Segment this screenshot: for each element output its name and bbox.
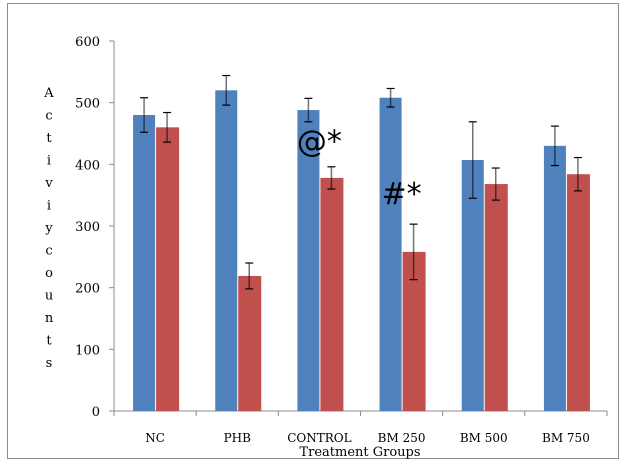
y-axis-title-letter: c xyxy=(45,109,52,124)
x-tick-label: NC xyxy=(145,431,165,445)
bar-2 xyxy=(566,174,590,411)
y-tick-label: 600 xyxy=(75,35,100,50)
x-tick-label: CONTROL xyxy=(287,431,351,445)
y-axis-title-letter: v xyxy=(44,176,53,191)
y-tick-label: 0 xyxy=(92,405,100,420)
significance-annotation: @* xyxy=(297,125,342,160)
y-axis-title-letter: s xyxy=(46,356,53,371)
y-axis-title-letter: i xyxy=(47,199,51,214)
bar-1 xyxy=(297,110,320,412)
bar-1 xyxy=(543,145,566,412)
bar-1 xyxy=(215,90,238,411)
y-axis-title-letter: A xyxy=(43,86,54,101)
y-axis-title-letter: t xyxy=(46,334,52,349)
bar-2 xyxy=(320,177,344,411)
bar-2 xyxy=(156,127,180,411)
significance-annotation: #* xyxy=(382,177,422,212)
y-axis-title-letter: i xyxy=(47,154,51,169)
x-tick-label: BM 750 xyxy=(542,431,590,445)
bar-1 xyxy=(379,97,402,411)
y-tick-label: 400 xyxy=(75,158,100,173)
bar-1 xyxy=(461,160,484,411)
x-axis-title: Treatment Groups xyxy=(299,445,420,460)
y-tick-label: 100 xyxy=(75,343,100,358)
y-tick-label: 300 xyxy=(75,220,100,235)
x-tick-label: BM 500 xyxy=(460,431,508,445)
y-axis-title-letter: t xyxy=(46,131,52,146)
bar-1 xyxy=(133,115,156,411)
x-tick-label: PHB xyxy=(224,431,252,445)
y-tick-label: 500 xyxy=(75,97,100,112)
y-axis-title-letter: c xyxy=(45,244,52,259)
bar-2 xyxy=(402,251,426,411)
x-tick-label: BM 250 xyxy=(378,431,426,445)
y-axis-title-letter: o xyxy=(45,266,53,281)
y-axis-title-letter: y xyxy=(44,221,53,236)
bar-2 xyxy=(238,275,262,411)
y-axis-title-letter: u xyxy=(45,289,53,304)
y-tick-label: 200 xyxy=(75,282,100,297)
y-axis-title-letter: n xyxy=(45,311,54,326)
bar-2 xyxy=(484,184,508,411)
